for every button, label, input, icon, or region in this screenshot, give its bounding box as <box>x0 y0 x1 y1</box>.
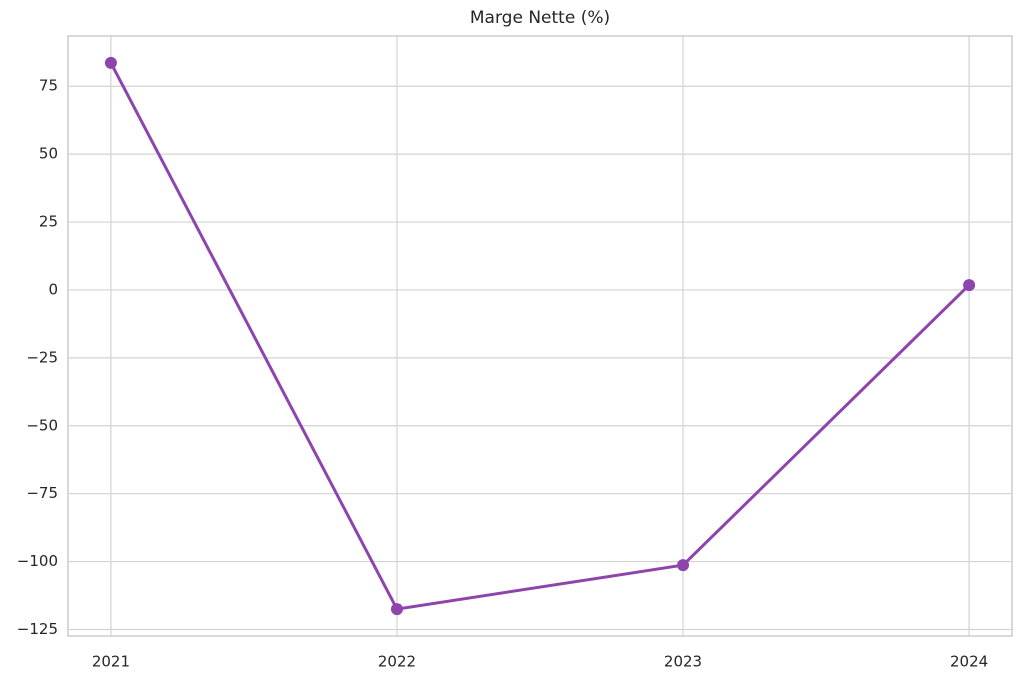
data-point <box>963 279 976 292</box>
y-tick-label: 50 <box>39 145 58 163</box>
y-tick-label: −125 <box>17 620 58 638</box>
y-tick-label: 25 <box>39 213 58 231</box>
data-point <box>104 56 117 69</box>
y-tick-label: −75 <box>26 484 58 502</box>
x-tick-label: 2023 <box>664 653 702 671</box>
y-tick-label: −25 <box>26 348 58 366</box>
y-tick-label: 0 <box>48 280 58 298</box>
data-point <box>677 559 690 572</box>
plot-frame <box>67 35 1013 637</box>
chart-title: Marge Nette (%) <box>470 8 610 28</box>
y-tick-label: 75 <box>39 77 58 95</box>
y-tick-label: −100 <box>17 552 58 570</box>
x-tick-label: 2024 <box>950 653 988 671</box>
data-point <box>390 603 403 616</box>
data-line <box>109 62 971 611</box>
x-tick-label: 2021 <box>92 653 130 671</box>
x-tick-label: 2022 <box>378 653 416 671</box>
y-tick-label: −50 <box>26 416 58 434</box>
